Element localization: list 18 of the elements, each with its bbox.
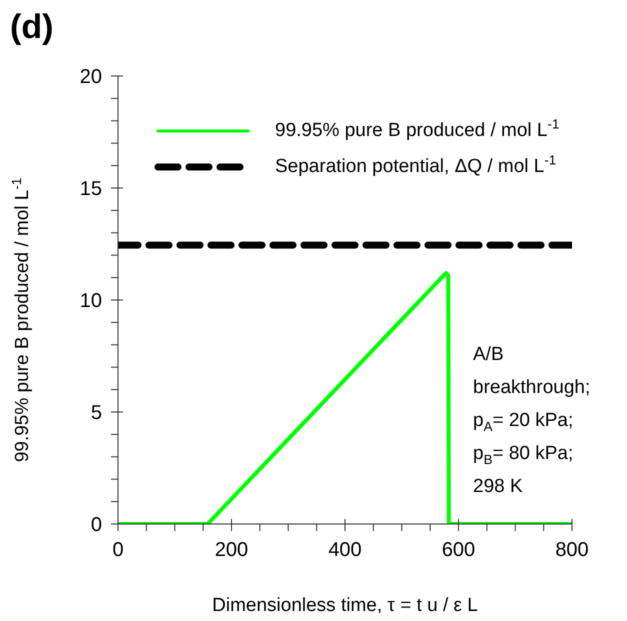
annotation: p$_{B}$= 80 kPa; <box>473 442 574 469</box>
legend-label: Separation potential, ΔQ / mol L$^{-1}$ <box>275 152 556 178</box>
annotation: p$_{A}$= 20 kPa; <box>473 409 574 436</box>
y-tick-label: 5 <box>90 402 102 424</box>
x-tick-label: 400 <box>328 539 362 561</box>
x-tick-label: 0 <box>112 539 124 561</box>
y-tick-label: 10 <box>80 290 102 312</box>
annotation: A/B <box>473 343 505 367</box>
y-tick-label: 20 <box>80 66 102 88</box>
annotation: breakthrough; <box>473 376 590 400</box>
x-tick-label: 600 <box>442 539 476 561</box>
x-tick-label: 200 <box>214 539 248 561</box>
x-tick-label: 800 <box>555 539 589 561</box>
annotation: 298 K <box>473 475 524 499</box>
chart-title: (d) <box>10 8 54 47</box>
legend-label: 99.95% pure B produced / mol L$^{-1}$ <box>275 116 560 142</box>
y-tick-label: 15 <box>80 178 102 200</box>
y-tick-label: 0 <box>90 514 102 536</box>
